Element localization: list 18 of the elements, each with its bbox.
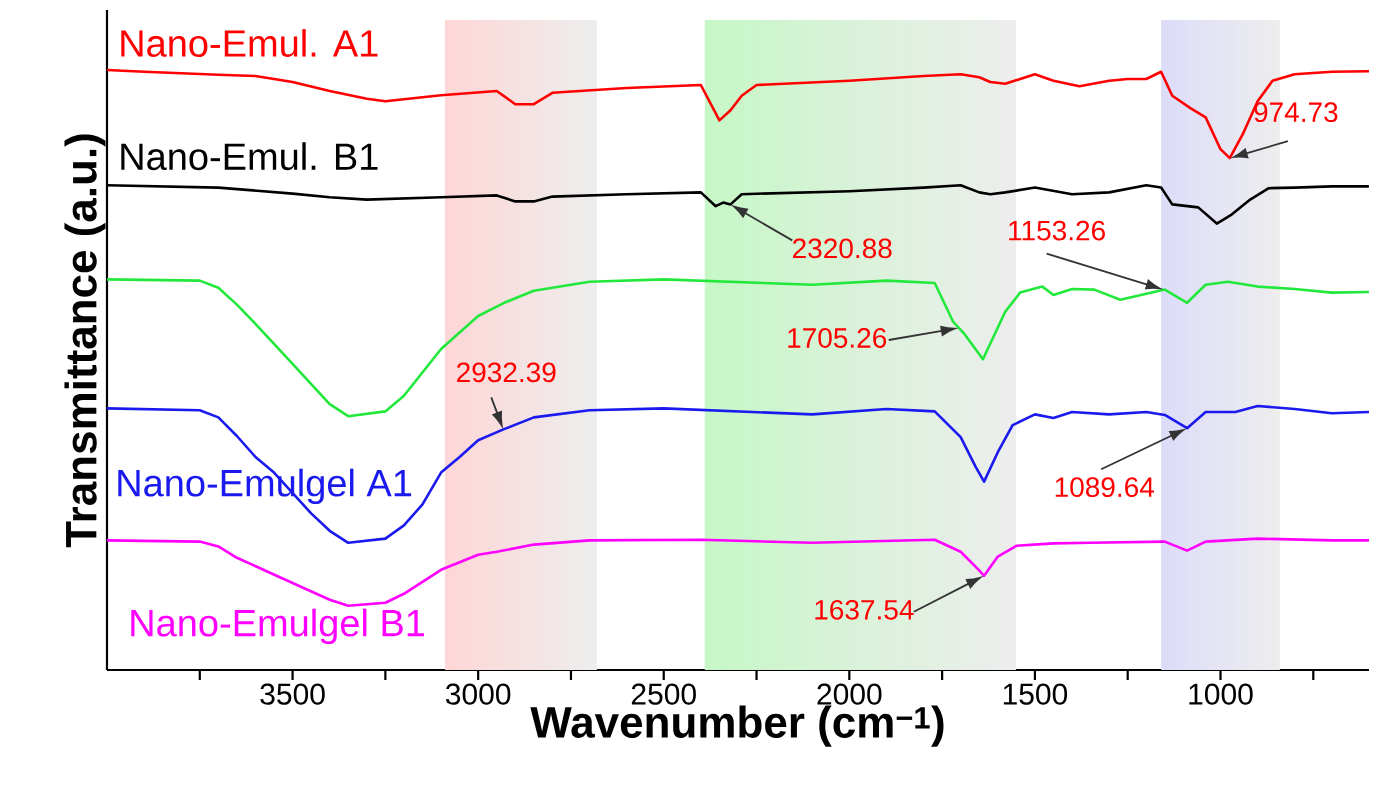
annotation: 1637.54: [815, 599, 914, 620]
x-tick-label: 1500: [1003, 683, 1068, 705]
y-axis-title: Transmittance (a.u.): [64, 134, 106, 548]
x-tick-label: 1000: [1189, 683, 1253, 705]
annotation: 1705.26: [788, 328, 887, 348]
x-axis-title: Wavenumber (cm$^{−1}$): [530, 705, 944, 747]
x-tick-label: 3500: [260, 683, 325, 705]
annotation: 1089.64: [1055, 477, 1154, 498]
annotation: 2320.88: [793, 238, 892, 259]
annotation: 2932.39: [457, 362, 556, 383]
x-tick-label: 3000: [445, 683, 511, 705]
x-tick-label: 2000: [817, 683, 882, 705]
annotation: 974.73: [1254, 102, 1338, 123]
x-tick-label: 2500: [631, 683, 696, 705]
series-label: Nano-Emulgel B1: [131, 608, 425, 645]
series-label: Nano-Emul. A1: [121, 29, 378, 57]
series-label: Nano-Emul. B1: [121, 142, 378, 171]
annotation: 1153.26: [1009, 220, 1105, 241]
